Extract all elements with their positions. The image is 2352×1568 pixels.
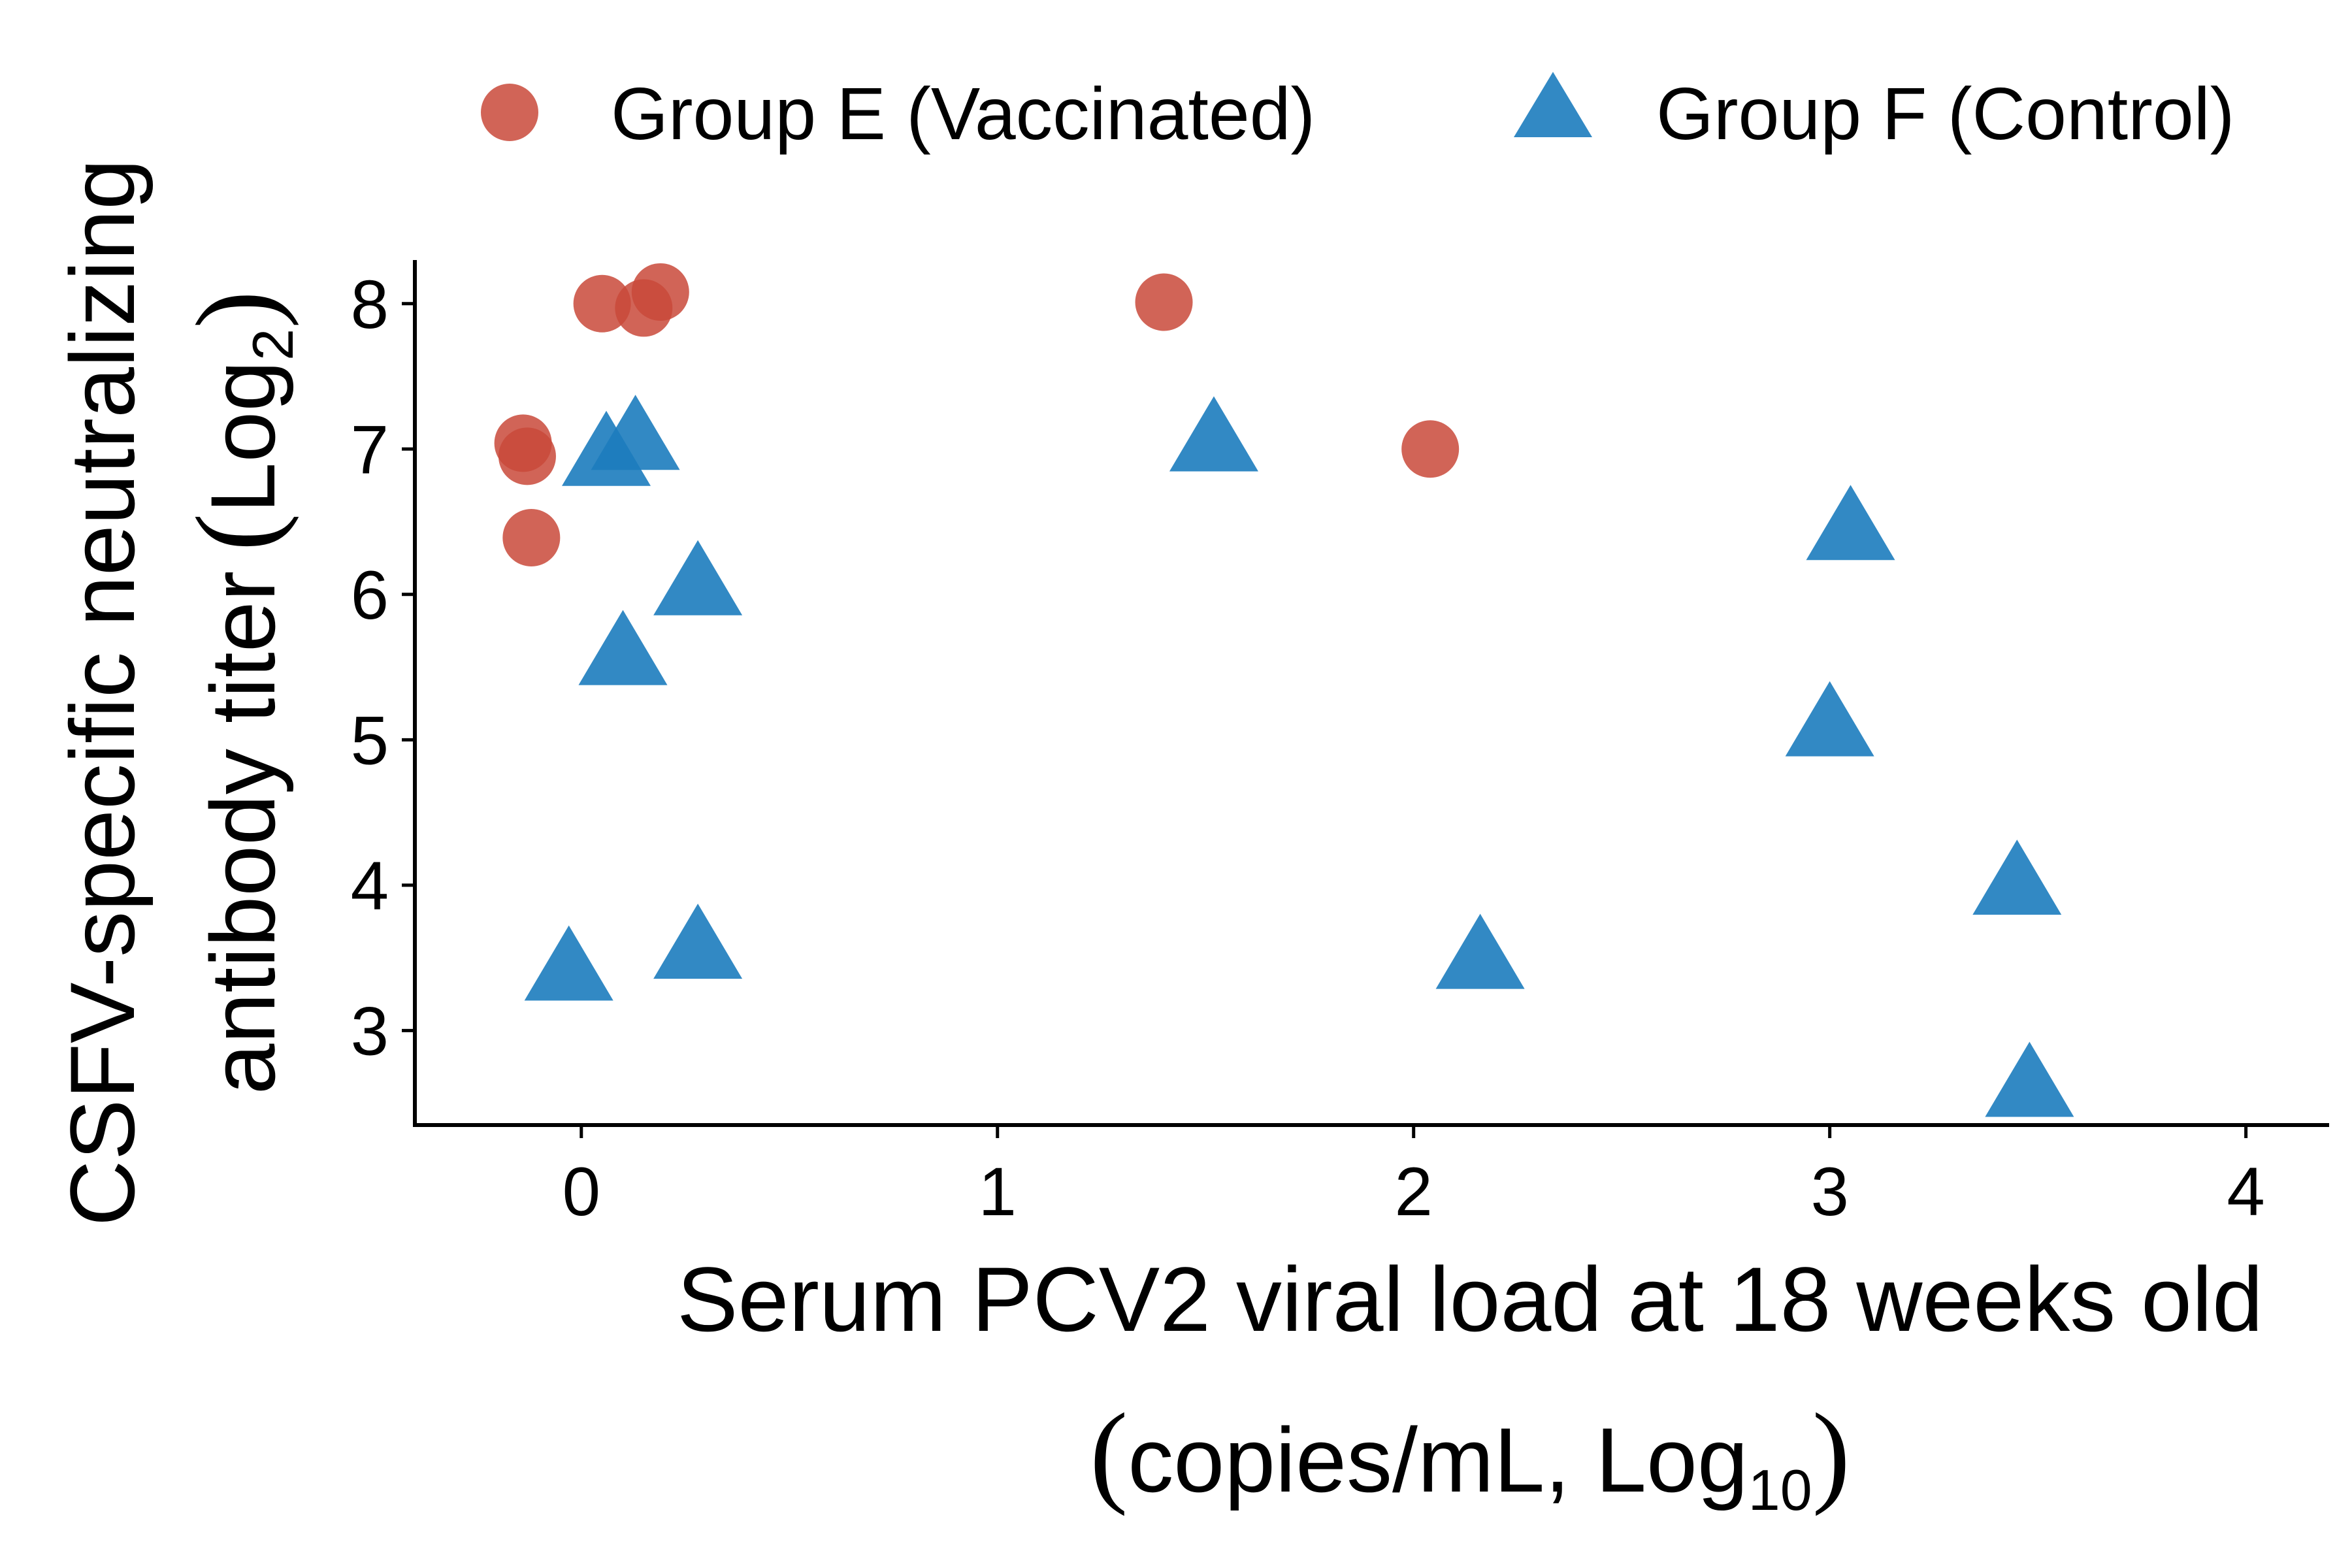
- x-axis-ticks: 0 1 2 3 4: [563, 1125, 2265, 1230]
- data-point-group-f: [1785, 681, 1874, 757]
- x-tick-label: 4: [2227, 1154, 2264, 1230]
- data-point-group-f: [1972, 840, 2062, 915]
- legend-marker-group-f: [1514, 72, 1592, 137]
- x-tick-label: 2: [1394, 1154, 1432, 1230]
- data-point-group-f: [578, 610, 668, 685]
- data-point-group-e: [631, 263, 689, 321]
- y-axis-title-subscript: 2: [240, 329, 305, 361]
- data-points: [494, 263, 2074, 1117]
- y-tick-label: 3: [351, 993, 389, 1070]
- data-point-group-e: [573, 274, 631, 333]
- data-point-group-f: [1806, 485, 1895, 561]
- legend-label-group-f: Group F (Control): [1656, 73, 2234, 155]
- x-axis-title-unit: copies/mL, Log: [1128, 1409, 1748, 1511]
- data-point-group-e: [1401, 420, 1460, 478]
- y-axis-title-close-paren: ): [172, 291, 299, 329]
- x-axis-title-line1: Serum PCV2 viral load at 18 weeks old: [677, 1248, 2263, 1350]
- x-tick-label: 3: [1810, 1154, 1848, 1230]
- y-axis-title-line1: CSFV-specific neutralizing: [51, 159, 154, 1226]
- y-tick-label: 8: [351, 267, 389, 343]
- x-axis-title-line2: (copies/mL, Log10): [1090, 1390, 1850, 1522]
- y-tick-label: 6: [351, 557, 389, 634]
- y-tick-label: 7: [351, 412, 389, 488]
- y-axis-title-label: antibody titer: [191, 571, 294, 1095]
- x-axis-title-close-paren: ): [1812, 1390, 1850, 1516]
- data-point-group-f: [1985, 1041, 2074, 1117]
- x-tick-label: 1: [979, 1154, 1017, 1230]
- x-tick-label: 0: [563, 1154, 600, 1230]
- y-tick-label: 5: [351, 702, 389, 779]
- data-point-group-e: [1135, 273, 1193, 331]
- data-point-group-f: [591, 395, 680, 470]
- data-point-group-f: [653, 540, 743, 615]
- legend-marker-group-e: [481, 84, 538, 141]
- x-axis-title-subscript: 10: [1748, 1458, 1812, 1522]
- data-point-group-f: [1169, 396, 1258, 472]
- data-point-group-f: [653, 904, 743, 979]
- y-axis-title-line2: antibody titer (Log2): [172, 291, 305, 1095]
- data-point-group-e: [498, 427, 556, 485]
- data-point-group-f: [524, 925, 613, 1001]
- legend-label-group-e: Group E (Vaccinated): [611, 73, 1315, 155]
- data-point-group-e: [502, 509, 561, 567]
- y-axis-ticks: 3 4 5 6 7 8: [351, 267, 415, 1070]
- y-axis-title-open-paren: (: [172, 513, 299, 551]
- x-axis-title-open-paren: (: [1090, 1390, 1128, 1516]
- legend: Group E (Vaccinated) Group F (Control): [481, 72, 2234, 155]
- y-axis-title-log: Log: [191, 361, 294, 514]
- data-point-group-f: [1435, 913, 1525, 989]
- y-tick-label: 4: [351, 848, 389, 924]
